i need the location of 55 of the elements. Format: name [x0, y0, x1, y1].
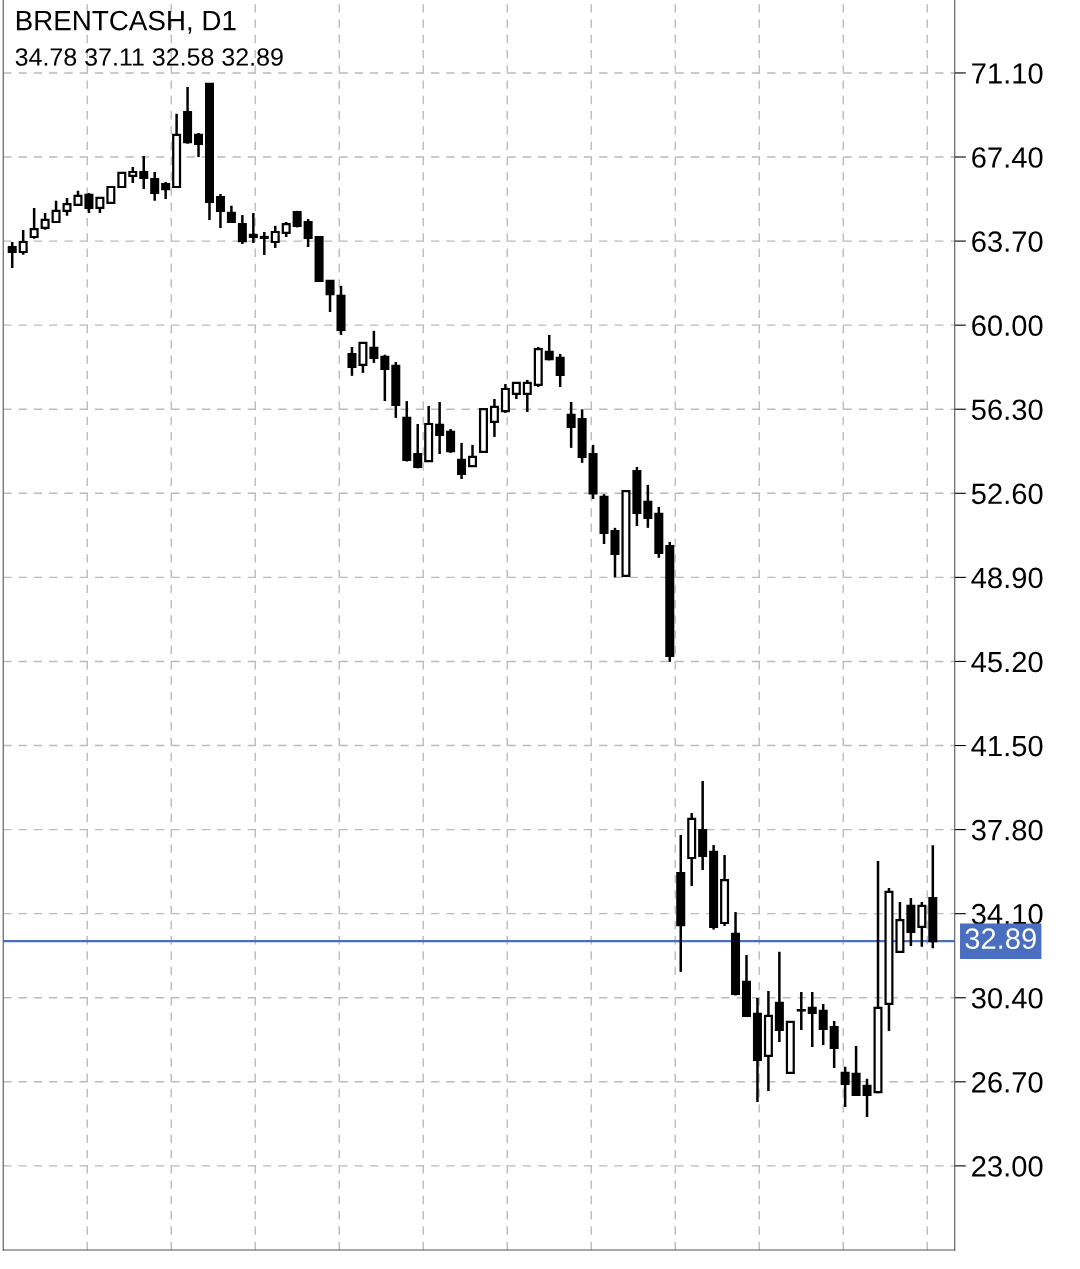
- y-tick-label: 48.90: [971, 567, 1043, 589]
- ref-line-label: 32.89: [965, 928, 1036, 949]
- candlestick: [446, 427, 456, 455]
- candlestick: [468, 443, 478, 469]
- candlestick: [435, 400, 445, 456]
- y-tick-label: 34.10: [971, 903, 1043, 925]
- candlestick: [325, 279, 335, 314]
- candlestick: [917, 900, 927, 949]
- candlestick: [347, 345, 357, 378]
- candlestick: [237, 213, 247, 246]
- candlestick: [150, 170, 160, 203]
- candlestick: [555, 352, 565, 389]
- candlestick: [259, 230, 269, 257]
- candlestick: [194, 131, 204, 159]
- candlestick: [139, 154, 149, 191]
- y-tick-label: 23.00: [972, 1156, 1043, 1177]
- candlestick: [829, 1019, 839, 1070]
- candlestick: [358, 340, 368, 375]
- candlestick: [818, 1002, 828, 1047]
- candlestick: [796, 990, 806, 1032]
- y-tick-label: 45.20: [971, 651, 1043, 673]
- candlestick: [566, 400, 576, 450]
- chart-title: BRENTCASH, D1: [16, 10, 236, 34]
- candlestick: [84, 191, 94, 215]
- candlestick: [303, 217, 313, 249]
- y-tick-label: 60.00: [972, 315, 1043, 337]
- candlestick: [369, 329, 379, 365]
- y-tick-label: 63.70: [972, 231, 1043, 252]
- y-tick-label: 26.70: [972, 1072, 1043, 1093]
- candlestick: [380, 353, 390, 403]
- y-tick-label: 52.60: [971, 483, 1043, 505]
- y-tick-label: 67.40: [972, 147, 1043, 168]
- candlestick: [270, 224, 280, 250]
- candlestick: [29, 206, 39, 241]
- candlestick: [522, 378, 532, 414]
- candlestick: [248, 211, 258, 245]
- y-tick-label: 41.50: [971, 735, 1043, 757]
- candlestick: [489, 397, 499, 439]
- candlestick: [840, 1065, 850, 1109]
- candlestick: [807, 990, 817, 1049]
- candlestick: [643, 483, 653, 530]
- candlestick: [851, 1044, 861, 1097]
- candlestick: [544, 333, 554, 362]
- y-tick-label: 71.10: [972, 63, 1043, 84]
- candlestick: [7, 240, 17, 270]
- candlestick: [215, 192, 225, 230]
- candlestick: [51, 199, 61, 225]
- candlestick: [413, 422, 423, 470]
- candlestick: [18, 228, 28, 256]
- y-tick-label: 30.40: [971, 987, 1043, 1009]
- y-tick-label: 56.30: [971, 399, 1043, 421]
- text: 34.78 37.11 32.58 32.89: [15, 48, 283, 66]
- y-tick-label: 37.80: [971, 819, 1043, 841]
- candlestick: [500, 382, 510, 415]
- candlestick: [457, 441, 467, 481]
